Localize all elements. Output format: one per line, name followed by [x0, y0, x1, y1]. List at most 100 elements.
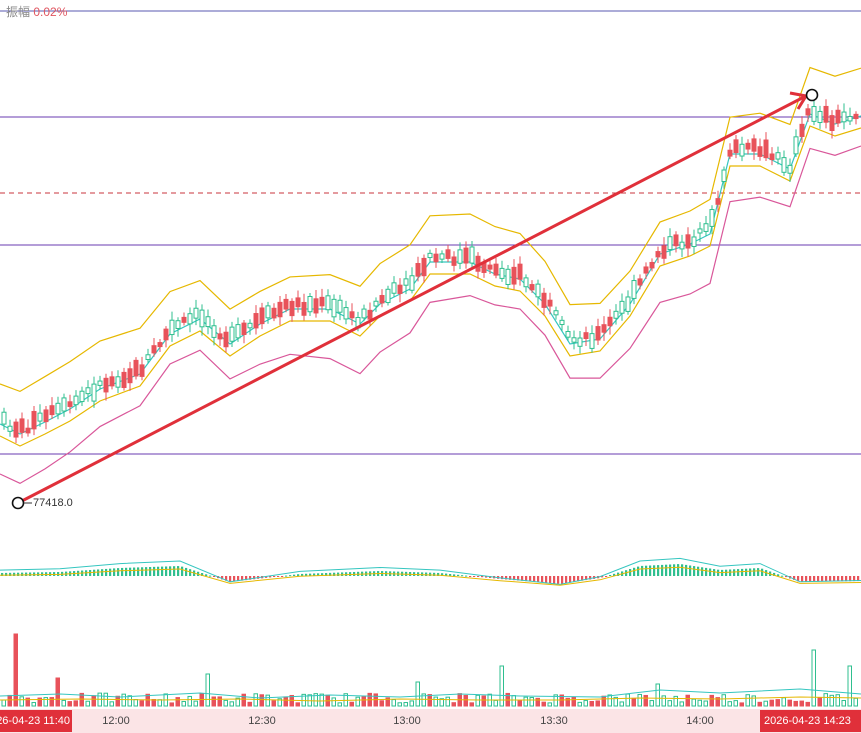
candle-body [595, 326, 601, 341]
macd-histogram-bar [705, 567, 708, 576]
volume-bar [715, 697, 720, 707]
candle-body [301, 301, 307, 316]
candle-body [463, 247, 469, 264]
candle-body [703, 223, 709, 232]
volume-bar [511, 695, 516, 707]
candle-body [289, 300, 295, 317]
macd-histogram-bar [281, 576, 284, 577]
trendline[interactable] [17, 95, 805, 505]
macd-histogram-bar [305, 573, 308, 576]
time-tick-1400: 14:00 [686, 715, 714, 727]
macd-histogram-bar [101, 569, 104, 576]
macd-histogram-bar [645, 565, 648, 576]
candle-body [841, 111, 847, 123]
volume-bar [223, 699, 228, 707]
macd-histogram-bar [469, 576, 472, 577]
candle-body [7, 425, 13, 432]
macd-histogram-bar [545, 576, 548, 583]
candle-body [673, 234, 679, 247]
volume-bar [19, 696, 24, 707]
macd-histogram-bar [153, 566, 156, 576]
macd-histogram-bar [185, 567, 188, 576]
volume-bar [127, 695, 132, 707]
macd-histogram-bar [149, 567, 152, 576]
volume-bar [379, 700, 384, 707]
volume-bar [493, 699, 498, 707]
volume-bar [535, 697, 540, 707]
volume-bar [469, 702, 474, 707]
macd-histogram-bar [37, 572, 40, 576]
candle-body [217, 333, 223, 340]
macd-histogram-bar [833, 576, 836, 582]
volume-bar [265, 694, 270, 707]
macd-histogram-bar [813, 576, 816, 582]
volume-bar [277, 698, 282, 707]
volume-bar [91, 695, 96, 707]
volume-bar [451, 702, 456, 707]
macd-histogram-bar [161, 566, 164, 576]
macd-histogram-bar [41, 572, 44, 576]
trendline-start-handle[interactable] [11, 496, 25, 510]
macd-histogram-bar [481, 576, 484, 578]
macd-histogram-bar [533, 576, 536, 582]
macd-histogram-bar [525, 576, 528, 582]
volume-bar [421, 693, 426, 707]
volume-bar [817, 697, 822, 707]
time-start-box [0, 710, 72, 732]
macd-histogram-bar [561, 576, 564, 584]
candle-body [799, 123, 805, 137]
volume-bar [727, 701, 732, 707]
macd-histogram-bar [201, 573, 204, 576]
candle-body [283, 298, 289, 310]
macd-histogram-bar [653, 565, 656, 576]
volume-bar [475, 694, 480, 707]
trendline-end-handle[interactable] [805, 88, 819, 102]
trendline-drawing[interactable] [11, 88, 819, 510]
candle-body [505, 268, 511, 285]
macd-histogram-bar [313, 573, 316, 576]
volume-bar [73, 700, 78, 707]
macd-histogram-bar [449, 574, 452, 576]
volume-bar [61, 699, 66, 707]
candle-body [643, 266, 649, 274]
volume-bar [607, 694, 612, 707]
candle-body [787, 164, 793, 174]
amplitude-value: 0.02% [33, 5, 68, 19]
candle-body [157, 342, 163, 348]
volume-bar [571, 696, 576, 707]
macd-histogram-bar [729, 569, 732, 576]
candle-body [169, 319, 175, 336]
macd-histogram-bar [269, 576, 272, 578]
macd-histogram-bar [421, 572, 424, 576]
volume-bar [241, 693, 246, 707]
macd-histogram-bar [681, 564, 684, 576]
candle-body [319, 296, 325, 307]
volume-bar [835, 694, 840, 707]
volume-bar [703, 700, 708, 707]
candle-body [259, 307, 265, 325]
macd-histogram-bar [241, 576, 244, 581]
volume-bar [763, 700, 768, 707]
macd-histogram-bar [177, 566, 180, 576]
macd-histogram-bar [601, 576, 604, 578]
volume-bar [583, 700, 588, 707]
candle-body [637, 278, 643, 286]
macd-histogram-bar [773, 572, 776, 576]
time-end-label: 2026-04-23 14:23 [764, 715, 851, 727]
macd-histogram-bar [801, 576, 804, 582]
macd-histogram-bar [125, 567, 128, 576]
volume-bar [415, 681, 420, 707]
macd-histogram-bar [93, 569, 96, 576]
candle-body [499, 267, 505, 279]
macd-histogram-bar [505, 576, 508, 580]
candle-body [493, 263, 499, 276]
macd-histogram-bar [633, 567, 636, 576]
volume-bar [517, 700, 522, 707]
volume-bar [439, 698, 444, 707]
macd-histogram-bar [205, 574, 208, 576]
macd-histogram-bar [225, 576, 228, 581]
macd-histogram-bar [825, 576, 828, 582]
time-tick-1330: 13:30 [540, 715, 568, 727]
candle-body [487, 264, 493, 270]
